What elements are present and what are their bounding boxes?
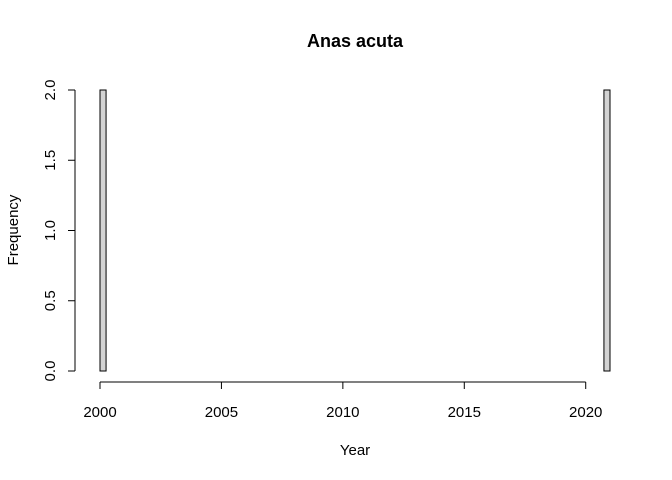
x-tick-label: 2000 [83,404,116,421]
y-tick-label: 1.5 [42,150,59,171]
x-axis: 2000 2005 2010 2015 2020 [83,381,602,421]
y-axis-label: Frequency [5,194,22,265]
histogram-bar [603,89,611,372]
x-tick-label: 2010 [326,404,359,421]
x-tick-label: 2020 [569,404,602,421]
x-tick-label: 2015 [448,404,481,421]
chart-title: Anas acuta [307,31,404,51]
histogram-bar [99,89,107,372]
x-tick-label: 2005 [205,404,238,421]
y-tick-label: 0.0 [42,361,59,382]
y-axis: 0.0 0.5 1.0 1.5 2.0 [42,80,76,382]
y-tick-label: 0.5 [42,290,59,311]
x-axis-label: Year [340,442,370,459]
plot-area [99,89,611,372]
y-tick-label: 2.0 [42,80,59,101]
y-tick-label: 1.0 [42,220,59,241]
